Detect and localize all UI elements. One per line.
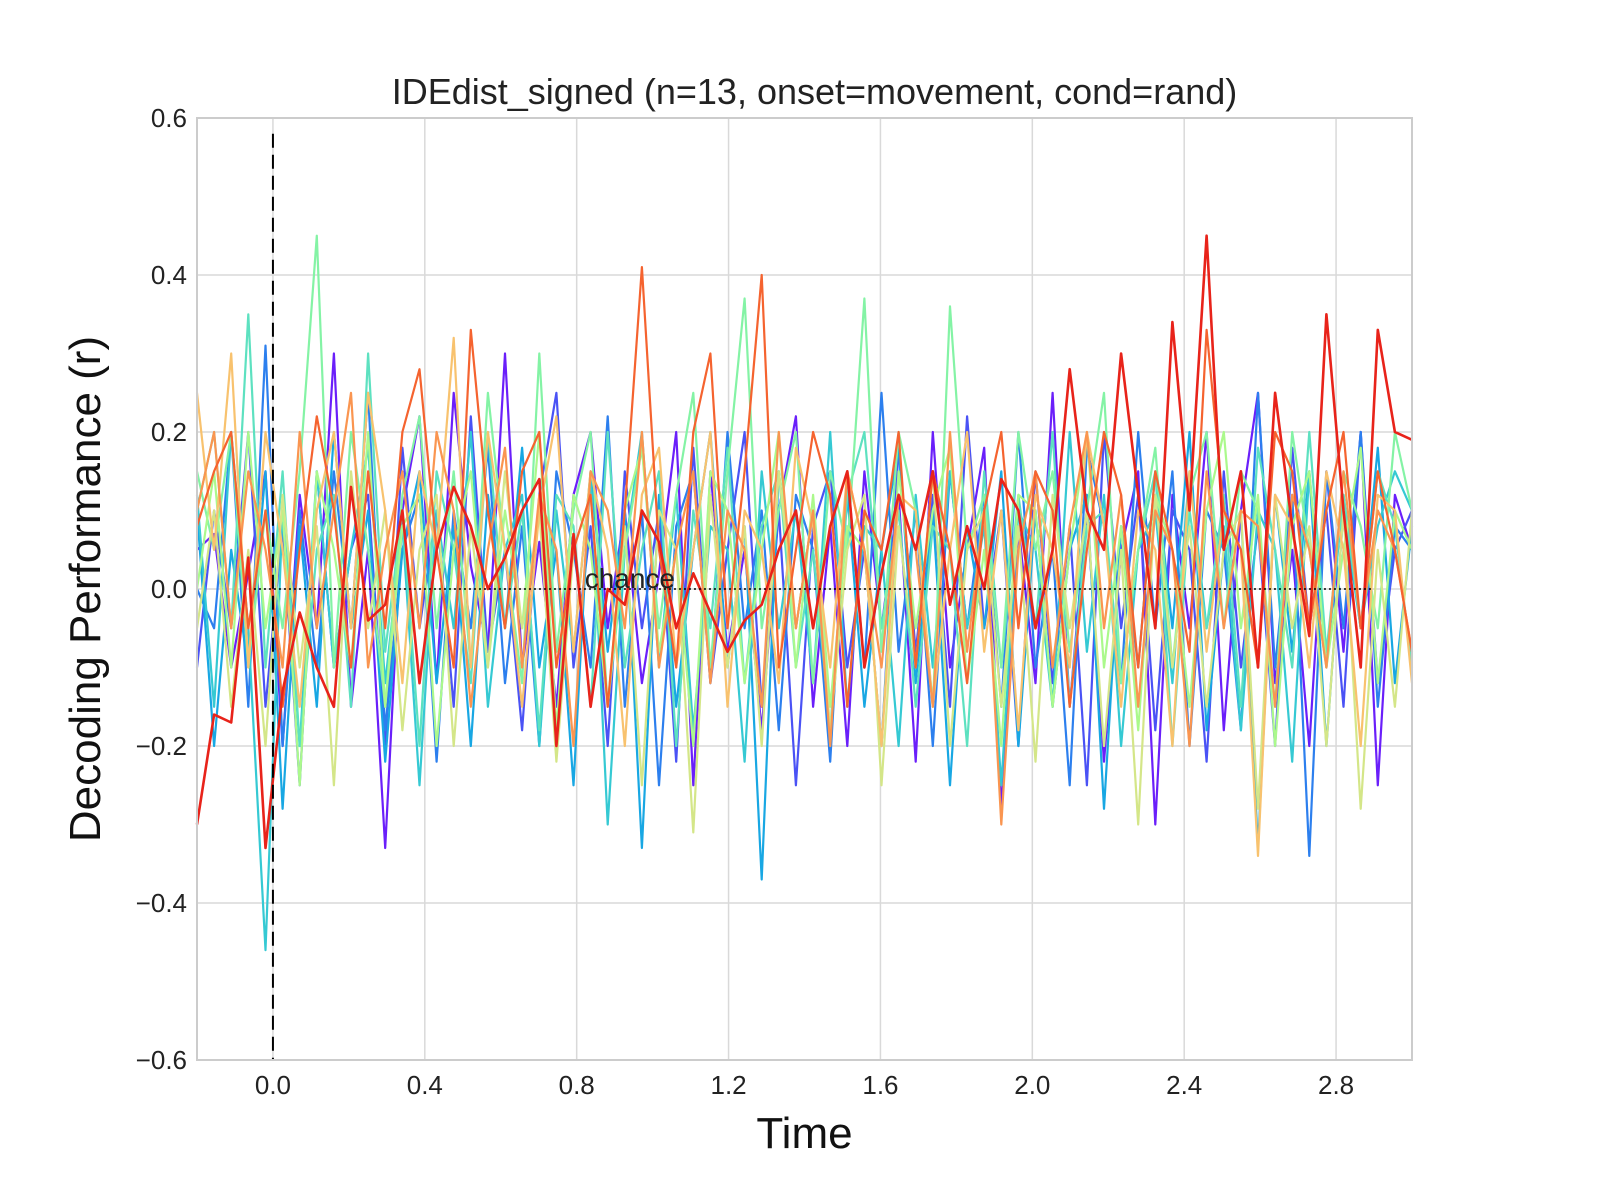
x-tick-label: 1.2 [710, 1070, 746, 1100]
y-tick-label: 0.0 [151, 574, 187, 604]
x-tick-label: 2.8 [1318, 1070, 1354, 1100]
reference-lines [253, 133, 1375, 1060]
x-tick-label: 0.4 [407, 1070, 443, 1100]
y-tick-label: −0.6 [136, 1045, 187, 1075]
chance-label: chance [585, 563, 675, 594]
series-line-2 [195, 391, 1414, 787]
plot-frame [196, 117, 1413, 1061]
y-tick-label: 0.6 [151, 103, 187, 133]
y-tick-label: −0.4 [136, 888, 187, 918]
series-line-12 [195, 266, 1414, 708]
y-tick-labels: −0.6 −0.4 −0.2 0.0 0.2 0.4 0.6 [136, 103, 187, 1075]
series-line-13 [195, 234, 1413, 850]
x-axis-title: Time [756, 1109, 852, 1158]
x-tick-label: 0.8 [559, 1070, 595, 1100]
y-tick-label: 0.4 [151, 260, 187, 290]
x-tick-label: 2.4 [1166, 1070, 1202, 1100]
chart-title: IDEdist_signed (n=13, onset=movement, co… [392, 71, 1238, 112]
x-tick-label: 1.6 [862, 1070, 898, 1100]
y-tick-label: 0.2 [151, 417, 187, 447]
y-tick-label: −0.2 [136, 731, 187, 761]
x-tick-labels: 0.0 0.4 0.8 1.2 1.6 2.0 2.4 2.8 [255, 1070, 1354, 1100]
x-tick-label: 2.0 [1014, 1070, 1050, 1100]
series-layer [195, 234, 1414, 952]
y-axis-title: Decoding Performance (r) [61, 336, 110, 842]
x-tick-label: 0.0 [255, 1070, 291, 1100]
